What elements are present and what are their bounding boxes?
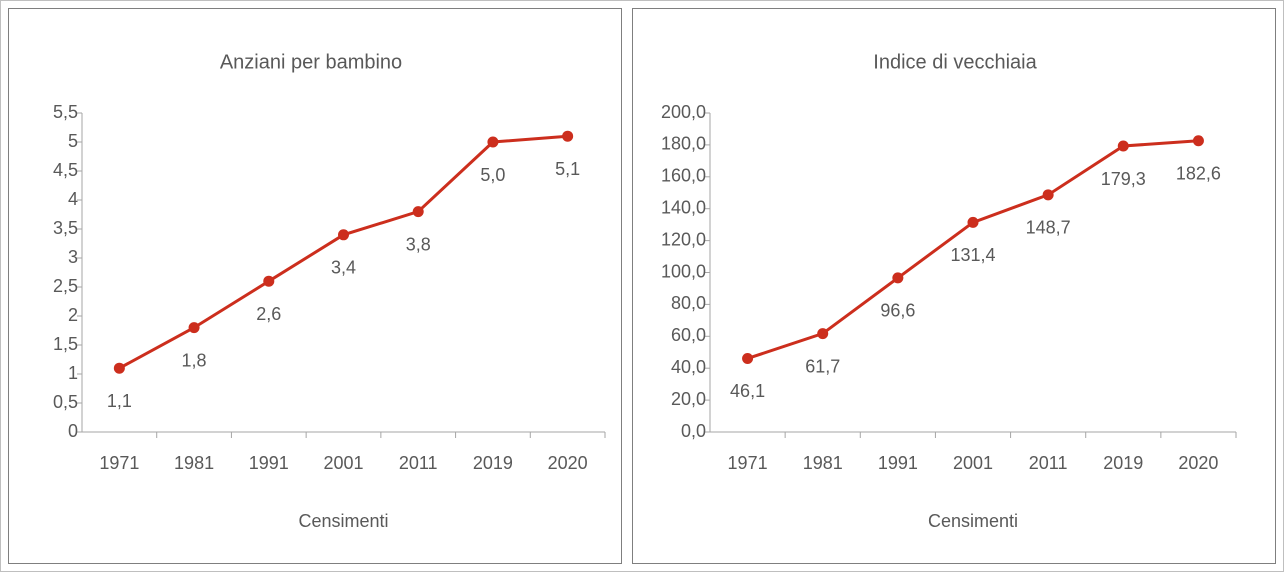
y-tick-label: 0,0 [681, 421, 706, 441]
y-tick-label: 4,5 [53, 160, 78, 180]
data-label: 3,8 [406, 234, 431, 254]
point [562, 130, 574, 142]
data-label: 1,1 [107, 391, 132, 411]
x-tick-label: 2001 [953, 453, 993, 473]
y-tick-label: 5,5 [53, 102, 78, 122]
y-tick-label: 0 [68, 421, 78, 441]
y-tick-label: 3,5 [53, 218, 78, 238]
chart-title: Anziani per bambino [220, 51, 402, 73]
data-label: 5,0 [480, 165, 505, 185]
x-tick-label: 2019 [1103, 453, 1143, 473]
panel-border [8, 8, 622, 564]
chart-title: Indice di vecchiaia [873, 51, 1037, 73]
y-tick-label: 4 [68, 189, 78, 209]
data-label: 96,6 [880, 301, 915, 321]
x-tick-label: 1981 [803, 453, 843, 473]
y-tick-label: 3 [68, 247, 78, 267]
x-tick-label: 2020 [548, 453, 588, 473]
panel-border [632, 8, 1276, 564]
y-tick-label: 200,0 [661, 102, 706, 122]
point [188, 322, 200, 334]
data-label: 131,4 [950, 245, 995, 265]
y-tick-label: 140,0 [661, 197, 706, 217]
x-tick-label: 1981 [174, 453, 214, 473]
x-axis-title: Censimenti [928, 511, 1018, 531]
y-tick-label: 180,0 [661, 134, 706, 154]
data-label: 61,7 [805, 356, 840, 376]
x-tick-label: 2011 [399, 453, 438, 473]
x-tick-label: 2001 [323, 453, 363, 473]
y-tick-label: 20,0 [671, 389, 706, 409]
data-label: 1,8 [182, 350, 207, 370]
point [892, 272, 904, 284]
y-tick-label: 1,5 [53, 334, 78, 354]
y-tick-label: 120,0 [661, 229, 706, 249]
point [263, 275, 275, 287]
x-tick-label: 1991 [878, 453, 918, 473]
point [113, 362, 125, 374]
data-label: 5,1 [555, 159, 580, 179]
x-tick-label: 1971 [99, 453, 139, 473]
y-tick-label: 0,5 [53, 392, 78, 412]
x-tick-label: 1991 [249, 453, 289, 473]
data-label: 3,4 [331, 258, 356, 278]
y-tick-label: 80,0 [671, 293, 706, 313]
x-axis-title: Censimenti [298, 511, 388, 531]
x-tick-label: 2011 [1029, 453, 1068, 473]
data-label: 182,6 [1176, 164, 1221, 184]
y-tick-label: 100,0 [661, 261, 706, 281]
data-label: 179,3 [1101, 169, 1146, 189]
data-label: 46,1 [730, 381, 765, 401]
point [1117, 140, 1129, 152]
x-tick-label: 2019 [473, 453, 513, 473]
y-tick-label: 2 [68, 305, 78, 325]
point [742, 352, 754, 364]
y-tick-label: 2,5 [53, 276, 78, 296]
y-tick-label: 1 [68, 363, 78, 383]
x-tick-label: 2020 [1178, 453, 1218, 473]
y-tick-label: 60,0 [671, 325, 706, 345]
point [1192, 135, 1204, 147]
y-tick-label: 40,0 [671, 357, 706, 377]
x-tick-label: 1971 [728, 453, 768, 473]
data-label: 2,6 [256, 304, 281, 324]
point [412, 206, 424, 218]
point [338, 229, 349, 241]
data-label: 148,7 [1026, 218, 1071, 238]
y-tick-label: 160,0 [661, 166, 706, 186]
point [487, 136, 499, 148]
point [817, 328, 829, 340]
point [967, 216, 979, 228]
point [1042, 189, 1054, 201]
y-tick-label: 5 [68, 131, 78, 151]
